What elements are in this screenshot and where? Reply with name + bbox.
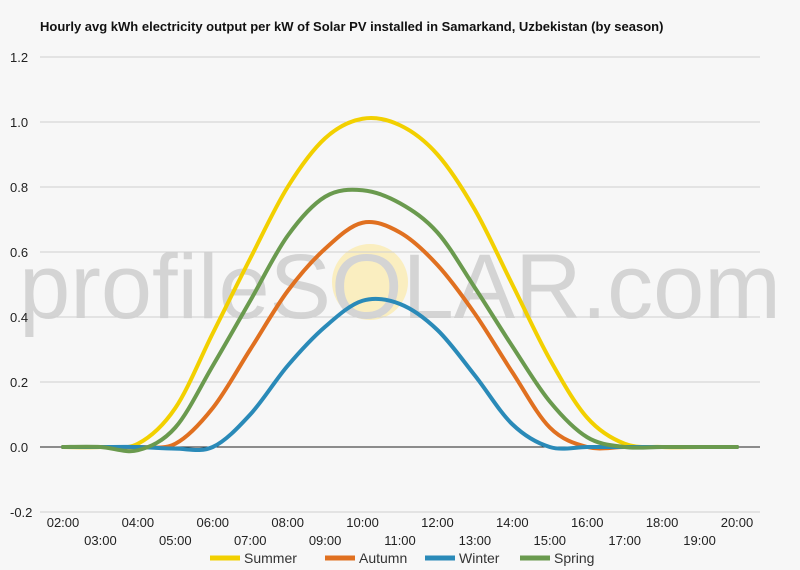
x-tick-label: 20:00: [721, 515, 754, 530]
y-tick-label: 0.8: [10, 180, 28, 195]
series-line-spring: [61, 187, 739, 454]
x-tick-label: 19:00: [683, 533, 716, 548]
y-tick-label: 0.0: [10, 440, 28, 455]
x-tick-label: 03:00: [84, 533, 117, 548]
chart-title: Hourly avg kWh electricity output per kW…: [40, 19, 664, 34]
legend-label-autumn: Autumn: [359, 550, 407, 566]
x-tick-label: 14:00: [496, 515, 529, 530]
x-tick-label: 08:00: [271, 515, 304, 530]
x-tick-label: 15:00: [534, 533, 567, 548]
watermark-logo: profileSOLAR.com: [19, 236, 781, 338]
y-tick-label: 1.2: [10, 50, 28, 65]
x-tick-label: 16:00: [571, 515, 604, 530]
y-tick-label: 0.4: [10, 310, 28, 325]
legend-label-spring: Spring: [554, 550, 594, 566]
y-tick-label: -0.2: [10, 505, 32, 520]
x-tick-label: 02:00: [47, 515, 80, 530]
x-tick-label: 06:00: [197, 515, 230, 530]
y-tick-label: 0.6: [10, 245, 28, 260]
x-tick-label: 13:00: [459, 533, 492, 548]
x-tick-label: 17:00: [608, 533, 641, 548]
x-tick-label: 04:00: [122, 515, 155, 530]
y-tick-label: 1.0: [10, 115, 28, 130]
x-tick-label: 05:00: [159, 533, 192, 548]
series-line-summer: [61, 116, 739, 450]
legend-label-summer: Summer: [244, 550, 297, 566]
x-tick-label: 18:00: [646, 515, 679, 530]
legend-label-winter: Winter: [459, 550, 500, 566]
y-tick-label: 0.2: [10, 375, 28, 390]
x-tick-label: 10:00: [346, 515, 379, 530]
x-tick-label: 11:00: [384, 533, 416, 548]
x-tick-label: 07:00: [234, 533, 267, 548]
x-tick-label: 12:00: [421, 515, 454, 530]
x-tick-label: 09:00: [309, 533, 342, 548]
